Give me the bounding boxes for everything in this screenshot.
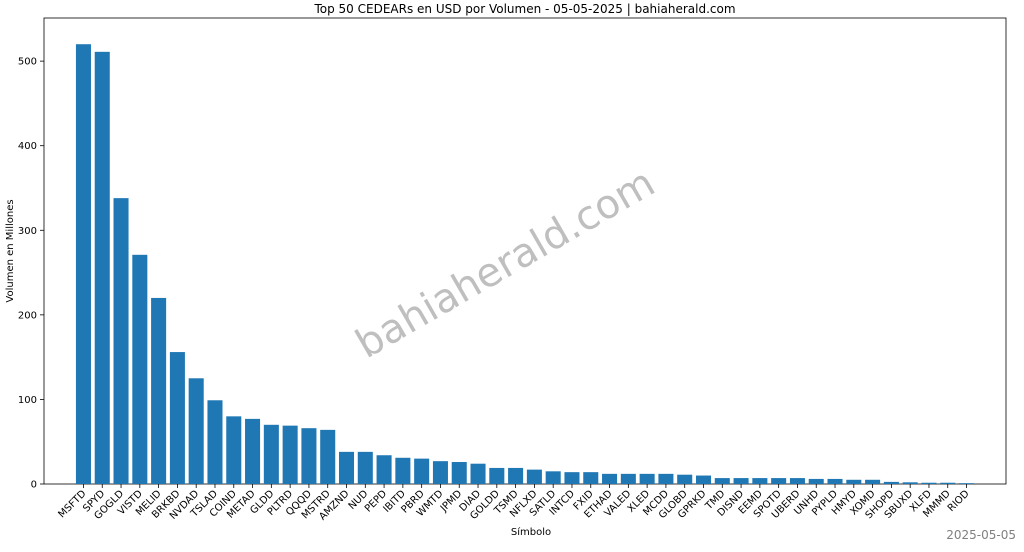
bar	[169, 352, 185, 484]
bar	[846, 479, 862, 484]
bar	[226, 416, 242, 484]
bar	[489, 467, 505, 484]
bar	[376, 455, 392, 484]
bar	[94, 51, 110, 484]
bar	[959, 483, 975, 484]
y-tick-label: 100	[18, 395, 37, 406]
bar	[320, 429, 336, 484]
y-axis-label: Volumen en Millones	[5, 199, 16, 302]
bar	[508, 467, 524, 484]
bar	[470, 463, 486, 484]
bar	[207, 400, 223, 484]
y-tick-label: 400	[18, 141, 37, 152]
bar	[733, 478, 749, 484]
bar	[188, 378, 204, 484]
bar	[245, 418, 261, 484]
bar	[752, 478, 768, 484]
bar	[395, 457, 411, 484]
bar	[564, 472, 580, 484]
bar	[865, 479, 881, 484]
bar	[132, 254, 148, 484]
bar	[583, 472, 599, 484]
bar	[338, 451, 355, 484]
bar	[282, 425, 298, 484]
y-tick-label: 500	[18, 57, 37, 68]
watermark: bahiaherald.com	[348, 160, 662, 368]
bar	[432, 461, 448, 484]
bar	[695, 475, 712, 484]
bar	[451, 462, 467, 484]
x-tick-label: JPMD	[438, 488, 465, 515]
bar	[902, 482, 918, 484]
bar	[808, 478, 824, 484]
date-note: 2025-05-05	[946, 528, 1016, 542]
bar	[545, 471, 561, 484]
bar	[714, 478, 730, 484]
bar	[620, 473, 636, 484]
y-tick-label: 300	[18, 226, 37, 237]
x-tick-label: RIOD	[946, 488, 972, 514]
bar	[75, 44, 91, 485]
chart-title: Top 50 CEDEARs en USD por Volumen - 05-0…	[313, 2, 735, 16]
bar	[263, 424, 279, 484]
bar	[827, 478, 843, 484]
bar	[677, 474, 693, 484]
bar	[771, 478, 787, 484]
plot-frame	[43, 17, 1007, 485]
bar	[113, 198, 129, 485]
bar	[789, 478, 805, 484]
x-axis-label: Símbolo	[511, 526, 551, 538]
bar	[602, 473, 618, 484]
y-tick-label: 0	[31, 480, 37, 491]
y-tick-label: 200	[18, 310, 37, 321]
bar	[357, 451, 373, 484]
bar	[940, 482, 956, 484]
bar	[639, 473, 655, 484]
bar	[658, 473, 674, 484]
bar	[883, 481, 899, 484]
bar	[151, 297, 167, 484]
bar	[526, 469, 542, 484]
bar	[301, 428, 317, 484]
bar	[921, 482, 937, 484]
bar	[414, 458, 430, 484]
